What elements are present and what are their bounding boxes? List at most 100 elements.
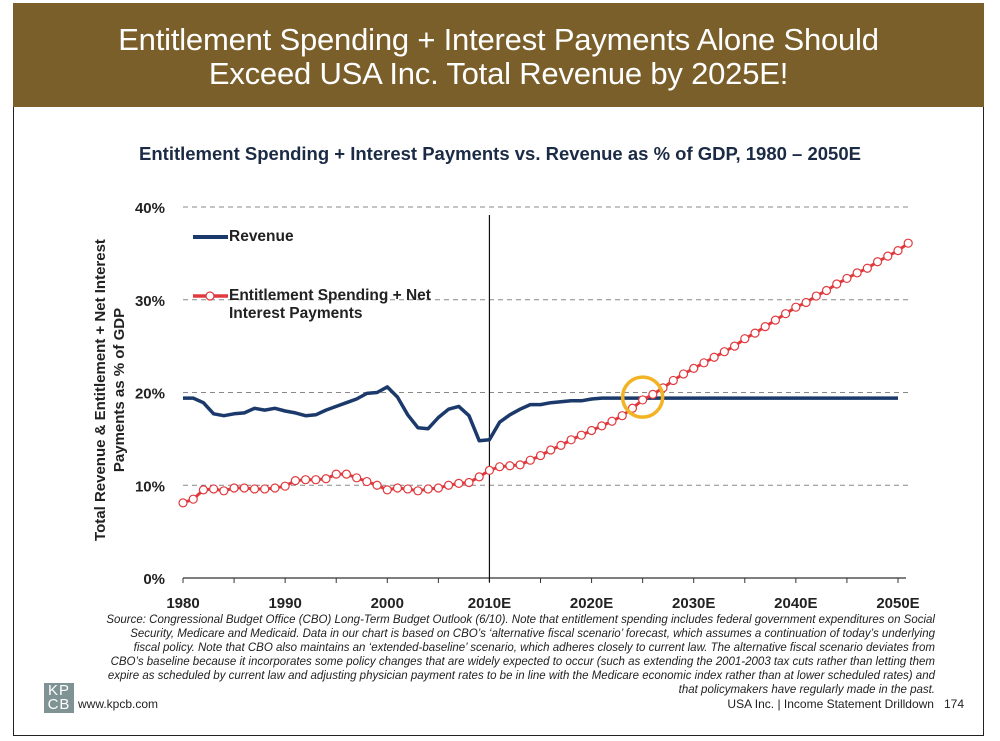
x-axis: 1980 1990 2000 2010E 2020E 2030E 2040E 2050E [166, 577, 920, 612]
entitlement-point [495, 462, 505, 472]
header-banner: Entitlement Spending + Interest Payments… [13, 3, 984, 107]
entitlement-point [770, 315, 781, 325]
source-line: that policymakers have regularly made in… [678, 684, 935, 696]
entitlement-point [648, 389, 658, 399]
entitlement-point [740, 334, 750, 344]
entitlement-point [260, 484, 270, 494]
entitlement-point [781, 309, 791, 319]
entitlement-point [515, 460, 525, 470]
series-layer [178, 238, 913, 508]
entitlement-point [883, 251, 893, 261]
entitlement-point [209, 484, 219, 494]
x-tick-label: 2040E [774, 595, 817, 612]
entitlement-point [525, 455, 535, 465]
entitlement-point [689, 363, 699, 373]
entitlement-point [464, 477, 474, 488]
entitlement-point [423, 484, 433, 494]
website-link[interactable]: www.kpcb.com [78, 697, 159, 711]
header-title-line1: Entitlement Spending + Interest Payments… [118, 22, 879, 57]
entitlement-point [546, 445, 556, 455]
legend-entitlement-line1: Entitlement Spending + Net [229, 287, 431, 304]
entitlement-point [270, 483, 280, 493]
entitlement-point [392, 483, 403, 493]
entitlement-point [239, 483, 249, 493]
entitlement-point [862, 263, 872, 273]
entitlement-point [382, 485, 392, 495]
entitlement-point [872, 257, 883, 267]
source-line: Source: Congressional Budget Office (CBO… [106, 614, 935, 626]
entitlement-point [893, 245, 903, 256]
entitlement-point [443, 480, 454, 490]
logo-bottom-text: CB [47, 696, 71, 713]
entitlement-line [182, 241, 910, 505]
y-tick-label: 10% [135, 478, 165, 495]
legend-entitlement-marker [205, 291, 215, 301]
entitlement-point [566, 435, 576, 445]
entitlement-point [597, 421, 607, 431]
crossover-highlight-circle [620, 375, 665, 419]
entitlement-point [821, 285, 832, 296]
x-tick-label: 2020E [570, 595, 613, 612]
entitlement-point [219, 486, 229, 496]
legend-entitlement-line2: Interest Payments [229, 305, 363, 322]
entitlement-point [484, 465, 495, 476]
entitlement-point [668, 375, 678, 386]
entitlement-point [535, 450, 546, 461]
entitlement-point [811, 291, 821, 301]
page-number: 174 [943, 697, 964, 711]
revenue-line [183, 385, 898, 443]
header-title-line2: Exceed USA Inc. Total Revenue by 2025E! [208, 56, 789, 91]
y-tick-label: 0% [143, 571, 165, 588]
source-line: Security, Medicare and Medicaid. Data in… [130, 628, 935, 640]
entitlement-point [178, 498, 188, 508]
x-tick-label: 2030E [672, 595, 715, 612]
entitlement-point [300, 475, 311, 485]
y-axis-ticks: 0% 10% 20% 30% 40% [135, 200, 165, 588]
entitlement-point [321, 474, 331, 484]
entitlement-point [372, 480, 382, 490]
logo-top-text: KP [47, 682, 70, 699]
entitlement-point [791, 302, 801, 312]
entitlement-point [801, 297, 811, 308]
source-note: Source: Congressional Budget Office (CBO… [40, 613, 935, 697]
legend-marks [193, 235, 228, 301]
entitlement-point [586, 425, 597, 436]
y-tick-label: 40% [135, 200, 165, 217]
chart-title: Entitlement Spending + Interest Payments… [139, 143, 861, 164]
entitlement-point [750, 328, 760, 338]
entitlement-point [249, 484, 260, 494]
entitlement-point [556, 440, 566, 450]
entitlement-point [638, 395, 648, 405]
entitlement-point [290, 476, 300, 486]
entitlement-point [627, 403, 638, 413]
entitlement-point [229, 483, 239, 493]
entitlement-point [903, 238, 913, 248]
entitlement-point [352, 473, 362, 483]
y-tick-label: 20% [135, 386, 165, 403]
annotations [620, 375, 665, 419]
entitlement-point [413, 486, 423, 496]
x-tick-label: 2050E [876, 595, 919, 612]
legend-entitlement-label: Entitlement Spending + Net Interest Paym… [229, 287, 431, 323]
entitlement-point [576, 430, 586, 440]
slide-frame [13, 3, 984, 736]
section-label: USA Inc. | Income Statement Drilldown [727, 697, 934, 711]
entitlement-point [719, 347, 729, 357]
entitlement-point [699, 358, 709, 368]
y-tick-label: 30% [135, 293, 165, 310]
entitlement-point [709, 352, 719, 362]
entitlement-point [362, 476, 372, 487]
entitlement-point [852, 268, 862, 278]
entitlement-point [280, 481, 290, 491]
entitlement-point [188, 494, 198, 504]
entitlement-point [842, 273, 852, 284]
entitlement-point [832, 279, 842, 289]
entitlement-point [678, 369, 689, 379]
source-line: CBO’s baseline because it incorporates s… [110, 656, 935, 668]
entitlement-point [311, 475, 321, 485]
footer-section: USA Inc. | Income Statement Drilldown 174 [727, 697, 964, 711]
entitlement-point [607, 416, 617, 426]
kpcb-logo: KP CB [44, 683, 74, 713]
x-tick-label: 2000 [371, 595, 404, 612]
